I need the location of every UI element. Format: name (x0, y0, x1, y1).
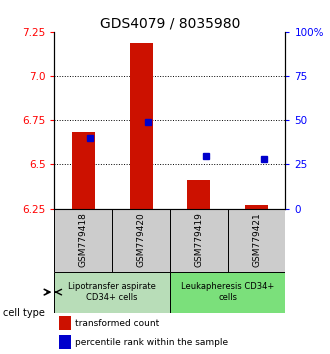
Bar (112, 209, 170, 272)
Bar (187, 180, 211, 209)
Bar (54, 209, 112, 272)
Bar (245, 205, 268, 209)
Text: Leukapheresis CD34+
cells: Leukapheresis CD34+ cells (181, 282, 274, 302)
Bar (170, 272, 285, 313)
Bar (59, 316, 71, 330)
Text: transformed count: transformed count (75, 319, 159, 328)
Bar (228, 209, 285, 272)
Text: GSM779420: GSM779420 (137, 213, 146, 267)
Bar (72, 132, 95, 209)
Text: GSM779421: GSM779421 (252, 213, 261, 267)
Bar (170, 209, 228, 272)
Text: cell type: cell type (3, 308, 45, 318)
Text: percentile rank within the sample: percentile rank within the sample (75, 338, 228, 347)
Title: GDS4079 / 8035980: GDS4079 / 8035980 (100, 17, 240, 31)
Text: Lipotransfer aspirate
CD34+ cells: Lipotransfer aspirate CD34+ cells (68, 282, 156, 302)
Text: GSM779418: GSM779418 (79, 213, 88, 268)
Bar (129, 43, 152, 209)
Text: GSM779419: GSM779419 (194, 213, 203, 268)
Bar (59, 335, 71, 349)
Bar (54, 272, 170, 313)
